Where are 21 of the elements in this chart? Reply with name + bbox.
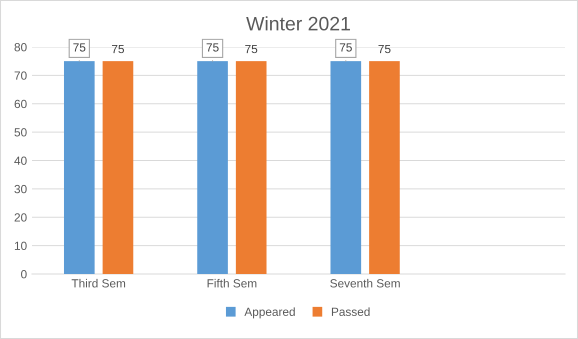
x-tick-label: Seventh Sem — [330, 278, 400, 288]
data-label: 75 — [73, 43, 86, 52]
y-tick-label: 0 — [21, 270, 27, 278]
y-tick-label: 80 — [14, 43, 27, 52]
y-tick-label: 60 — [14, 100, 27, 108]
data-label: 75 — [206, 43, 219, 52]
legend-label: Appeared — [244, 307, 295, 318]
y-tick-label: 40 — [14, 156, 27, 165]
x-tick-label: Fifth Sem — [208, 278, 256, 288]
data-label: 75 — [112, 44, 124, 54]
y-tick-label: 50 — [14, 128, 27, 137]
y-tick-label: 70 — [14, 71, 27, 80]
data-label: 75 — [340, 43, 352, 52]
y-tick-label: 20 — [14, 213, 27, 222]
legend-label: Passed — [332, 307, 370, 316]
data-label: 75 — [378, 44, 391, 54]
y-tick-label: 10 — [14, 242, 27, 250]
data-label: 75 — [245, 44, 258, 54]
chart-title: Winter 2021 — [246, 16, 350, 31]
y-tick-label: 30 — [14, 184, 27, 194]
x-tick-label: Third Sem — [72, 278, 126, 288]
